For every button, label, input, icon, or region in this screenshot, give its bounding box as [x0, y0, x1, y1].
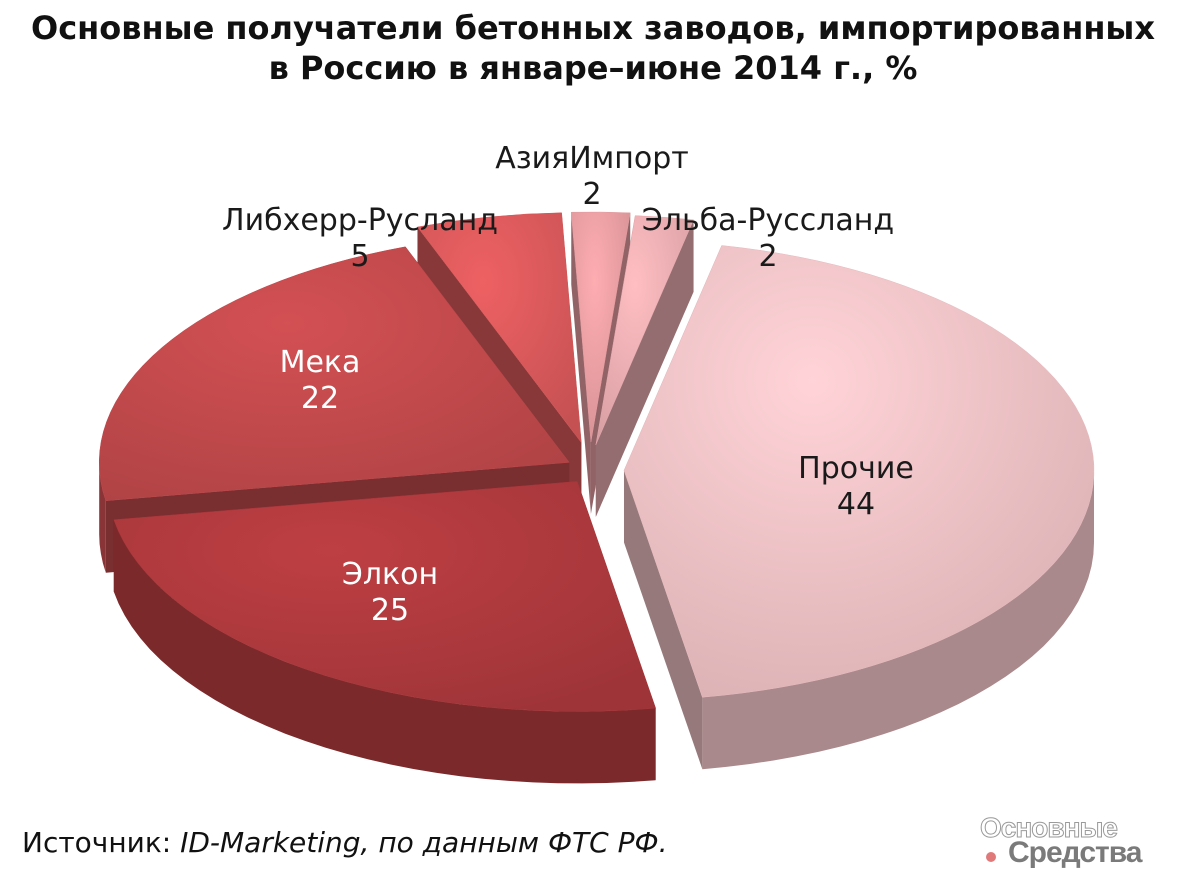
slice-value-prochie: 44 [837, 487, 875, 522]
slice-value-elkon: 25 [371, 593, 409, 628]
slice-label-meka: Мека [280, 345, 361, 380]
pie-slice-top-elba [595, 215, 694, 445]
logo-dot [986, 852, 996, 862]
slice-label-prochie: Прочие [798, 451, 914, 486]
pie-slice-top-libherr [417, 212, 582, 444]
pie-slice-wall-prochie [702, 470, 1094, 770]
slice-value-aziyaimport: 2 [582, 177, 601, 212]
chart-title-line-2: в Россию в январе–июне 2014 г., % [268, 49, 918, 87]
chart-title: Основные получатели бетонных заводов, им… [0, 8, 1186, 88]
logo-line-2: Средства [1008, 836, 1142, 869]
pie-slice-wall-meka [99, 462, 106, 573]
slice-label-libherr: Либхерр-Русланд [222, 203, 498, 238]
slice-value-meka: 22 [301, 381, 339, 416]
slice-value-elba: 2 [758, 239, 777, 274]
pie-slice-elba [595, 215, 694, 517]
pie-slice-side-prochie [623, 470, 703, 770]
slice-value-libherr: 5 [350, 239, 369, 274]
pie-slice-top-elkon [113, 481, 656, 712]
chart-title-line-1: Основные получатели бетонных заводов, им… [31, 9, 1155, 47]
logo-line-1: Основные [980, 812, 1119, 844]
pie-slice-top-aziyaimport [570, 211, 631, 443]
publisher-logo: Основные Средства [968, 812, 1178, 872]
pie-slice-elkon [113, 481, 656, 784]
pie-slice-meka [99, 246, 570, 573]
pie-slice-side-aziyaimport [571, 212, 591, 515]
source-prefix: Источник: [22, 826, 181, 859]
pie-slice-top-meka [99, 246, 570, 501]
pie-slice-wall-elkon [113, 519, 656, 784]
slice-label-elba: Эльба-Руссланд [642, 203, 894, 238]
source-text: ID-Marketing, по данным ФТС РФ. [180, 826, 668, 859]
pie-slice-prochie [623, 245, 1095, 770]
pie-slice-side-elba [595, 219, 694, 517]
slice-label-aziyaimport: АзияИмпорт [495, 141, 689, 176]
pie-slice-top-prochie [623, 245, 1095, 698]
source-note: Источник: ID-Marketing, по данным ФТС РФ… [22, 826, 668, 859]
slice-label-elkon: Элкон [342, 557, 438, 592]
